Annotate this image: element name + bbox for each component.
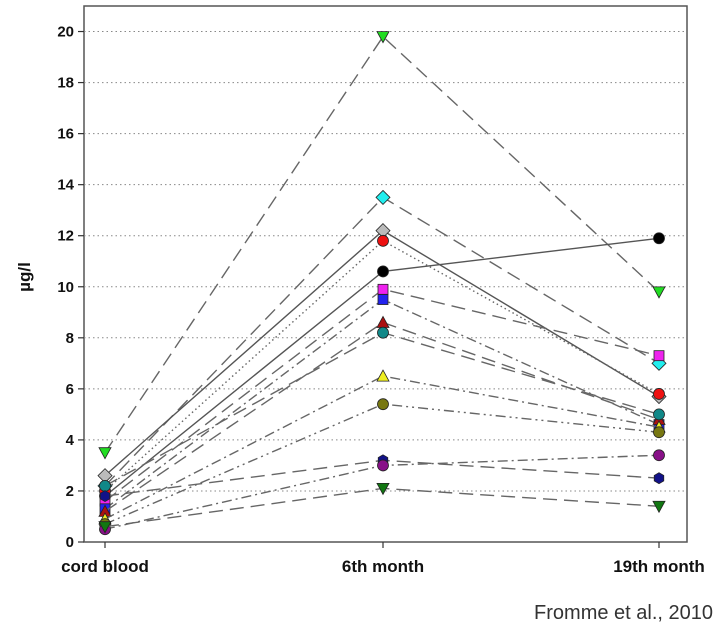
gridlines	[84, 31, 687, 492]
y-tick-label: 12	[57, 228, 74, 245]
x-tick-label: cord blood	[61, 557, 149, 576]
y-tick-label: 2	[66, 483, 74, 500]
triangle-up-marker	[376, 369, 390, 382]
series-9	[99, 326, 665, 492]
circle-marker	[653, 426, 665, 439]
square-marker	[653, 350, 665, 362]
circle-marker	[99, 479, 111, 492]
circle-marker	[377, 265, 389, 278]
hexagon-marker	[99, 490, 111, 503]
y-tick-label: 20	[57, 24, 74, 41]
circle-marker	[653, 232, 665, 245]
triangle-down-marker	[98, 447, 112, 460]
triangle-down-marker	[376, 31, 390, 44]
y-tick-label: 0	[66, 534, 74, 551]
triangle-down-marker	[652, 500, 666, 514]
y-tick-label: 18	[57, 75, 74, 92]
square-marker	[377, 283, 389, 295]
hexagon-marker	[653, 472, 665, 485]
circle-marker	[653, 408, 665, 421]
circle-marker	[377, 398, 389, 411]
square-marker	[377, 294, 389, 305]
y-tick-label: 16	[57, 126, 74, 143]
x-axis-ticks: cord blood 6th month 19th month	[61, 542, 705, 576]
x-tick-label: 6th month	[342, 557, 424, 576]
circle-marker	[653, 449, 665, 462]
circle-marker	[377, 326, 389, 339]
y-tick-label: 14	[57, 177, 74, 194]
triangle-down-marker	[98, 521, 112, 534]
y-tick-label: 6	[66, 381, 74, 398]
triangle-down-marker	[652, 286, 666, 299]
y-tick-label: 10	[57, 279, 74, 296]
source-credit: Fromme et al., 2010	[534, 602, 713, 624]
triangle-down-marker	[376, 482, 390, 496]
series-14	[98, 482, 666, 534]
x-tick-label: 19th month	[613, 557, 705, 576]
circle-marker	[377, 459, 389, 472]
y-axis-ticks: 0 2 4 6 8 10 12 14 16 18 20	[57, 24, 84, 551]
y-axis-label: µg/l	[15, 262, 34, 292]
circle-marker	[377, 234, 389, 247]
series-group	[97, 31, 667, 536]
diamond-marker	[375, 189, 391, 205]
series-line	[104, 375, 660, 520]
series-1	[98, 31, 666, 460]
y-tick-label: 8	[66, 330, 74, 347]
circle-marker	[653, 388, 665, 400]
y-tick-label: 4	[66, 432, 75, 449]
